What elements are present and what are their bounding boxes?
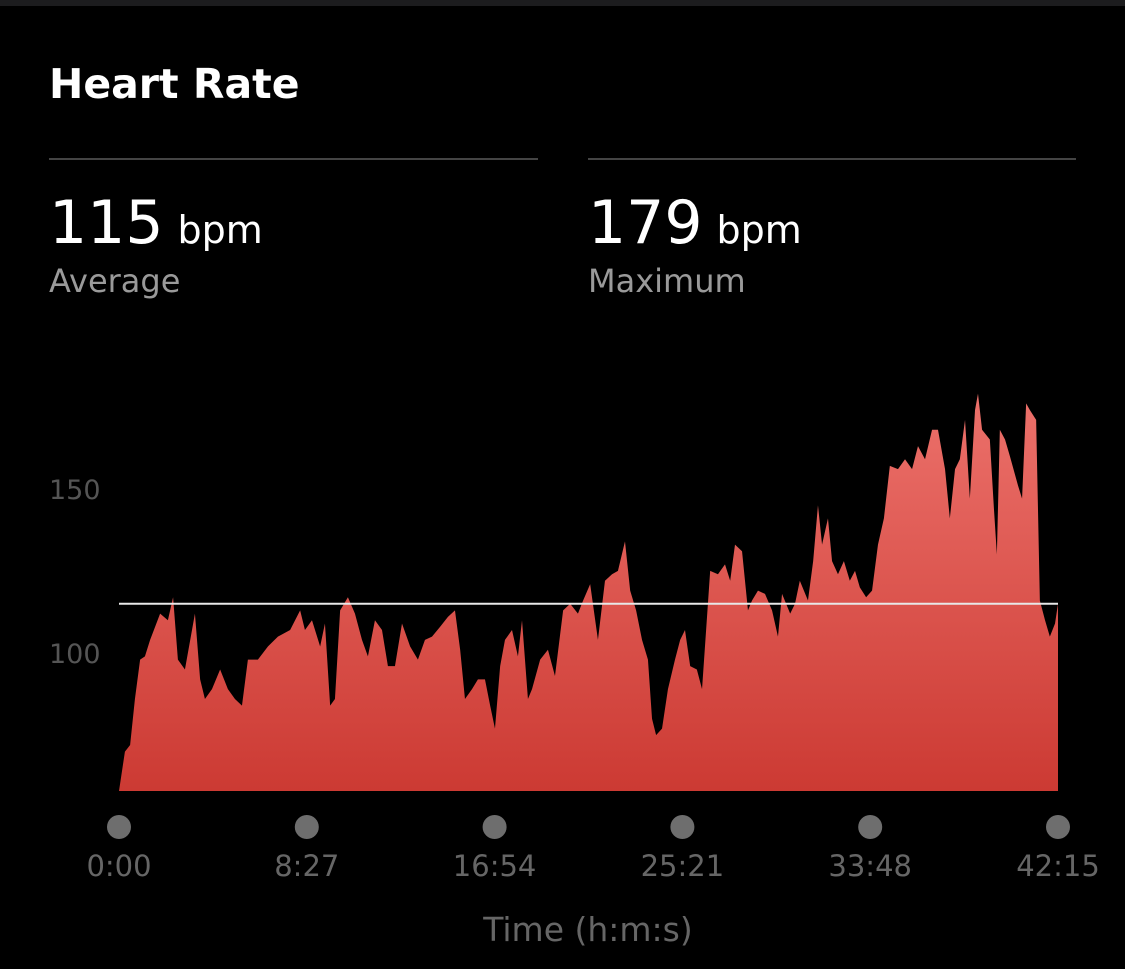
x-tick-label: 8:27: [274, 849, 339, 883]
stat-number: 179: [588, 188, 703, 258]
top-bar: [0, 0, 1125, 6]
stat-label: Average: [49, 262, 180, 300]
heart-rate-area: [119, 393, 1058, 791]
x-tick-dot: [482, 815, 507, 839]
stat-unit: bpm: [178, 208, 263, 252]
x-tick-label: 16:54: [453, 849, 537, 883]
x-tick-dot: [294, 815, 319, 839]
stat-label: Maximum: [588, 262, 746, 300]
x-tick-dot: [1046, 815, 1070, 839]
stat-value: 179 bpm: [588, 188, 802, 258]
stat-value: 115 bpm: [49, 188, 263, 258]
y-tick-label: 150: [49, 475, 101, 506]
x-axis-label: Time (h:m:s): [482, 910, 693, 949]
x-tick-label: 0:00: [86, 849, 151, 883]
y-tick-label: 100: [49, 639, 101, 670]
x-tick-dot: [858, 815, 883, 839]
x-tick-label: 42:15: [1016, 849, 1100, 883]
x-tick-dot: [670, 815, 695, 839]
chart-title: Heart Rate: [49, 60, 300, 108]
stat-number: 115: [49, 188, 164, 258]
x-tick-dot: [107, 815, 131, 839]
stat-unit: bpm: [717, 208, 802, 252]
x-tick-label: 25:21: [641, 849, 725, 883]
x-tick-label: 33:48: [828, 849, 912, 883]
